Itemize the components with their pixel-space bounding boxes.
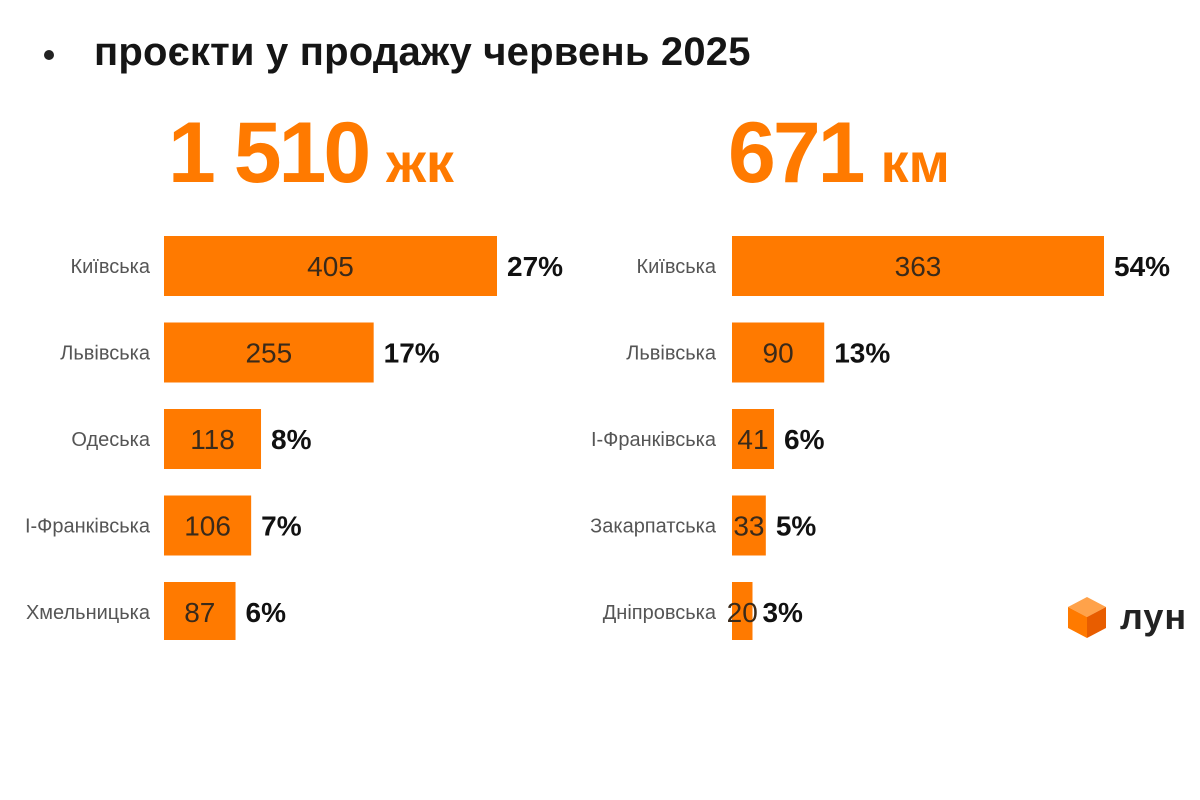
slide: проєкти у продажу червень 2025 1 510 жк 6… [24, 30, 1187, 640]
right-percent-label-5: 3% [762, 597, 803, 628]
left-percent-label-4: 7% [261, 511, 302, 542]
headline-right-unit: км [880, 131, 950, 194]
right-category-label-4: Закарпатська [590, 516, 717, 538]
left-category-label-1: Київська [70, 256, 150, 278]
left-value-label-5: 87 [184, 597, 215, 628]
left-bar-3 [164, 409, 262, 469]
title-bullet [44, 50, 54, 60]
headline-left-value: 1 510 [168, 105, 371, 201]
right-percent-label-3: 6% [784, 424, 825, 455]
right-bar-5 [732, 582, 753, 640]
bar-charts: Київська 405 27% Львівська 255 17% Одеська 118 8… [25, 236, 1170, 640]
left-percent-label-5: 6% [246, 597, 287, 628]
right-percent-label-4: 5% [776, 511, 817, 542]
left-category-label-2: Львівська [60, 343, 151, 365]
left-bar-4 [164, 495, 252, 556]
left-value-label-2: 255 [245, 338, 292, 369]
right-bar-4 [732, 495, 766, 556]
left-category-label-5: Хмельницька [26, 602, 151, 624]
right-percent-label-2: 13% [834, 338, 890, 369]
right-percent-label-1: 54% [1114, 251, 1170, 282]
left-bar-5 [164, 582, 236, 640]
right-category-label-1: Київська [636, 256, 716, 278]
right-bar-2 [732, 322, 825, 383]
left-percent-label-3: 8% [271, 424, 312, 455]
left-value-label-4: 106 [184, 511, 231, 542]
headline-total-cottage-towns: 671 км [728, 110, 950, 196]
left-bar-1 [164, 236, 497, 296]
left-bar-2 [164, 322, 374, 383]
headline-left-unit: жк [386, 131, 454, 194]
left-category-label-3: Одеська [71, 429, 151, 451]
left-value-label-1: 405 [307, 251, 354, 282]
left-value-label-3: 118 [190, 424, 235, 455]
brand-name: лун [1120, 596, 1188, 637]
right-value-label-5: 20 [727, 597, 758, 628]
left-category-label-4: І-Франківська [25, 516, 151, 538]
right-value-label-1: 363 [895, 251, 942, 282]
headline-total-complexes: 1 510 жк [168, 110, 454, 196]
left-percent-label-1: 27% [507, 251, 563, 282]
headline-right-value: 671 [728, 105, 865, 201]
page-title: проєкти у продажу червень 2025 [94, 30, 751, 74]
right-bar-3 [732, 409, 775, 469]
right-value-label-2: 90 [763, 338, 794, 369]
left-percent-label-2: 17% [384, 338, 440, 369]
right-category-label-5: Дніпровська [603, 602, 717, 624]
right-value-label-3: 41 [737, 424, 768, 455]
brand-logo: лун [1064, 594, 1187, 640]
right-category-label-3: І-Франківська [591, 429, 717, 451]
right-bar-1 [732, 236, 1104, 296]
cube-icon [1068, 597, 1106, 638]
right-value-label-4: 33 [733, 511, 764, 542]
right-category-label-2: Львівська [626, 343, 717, 365]
